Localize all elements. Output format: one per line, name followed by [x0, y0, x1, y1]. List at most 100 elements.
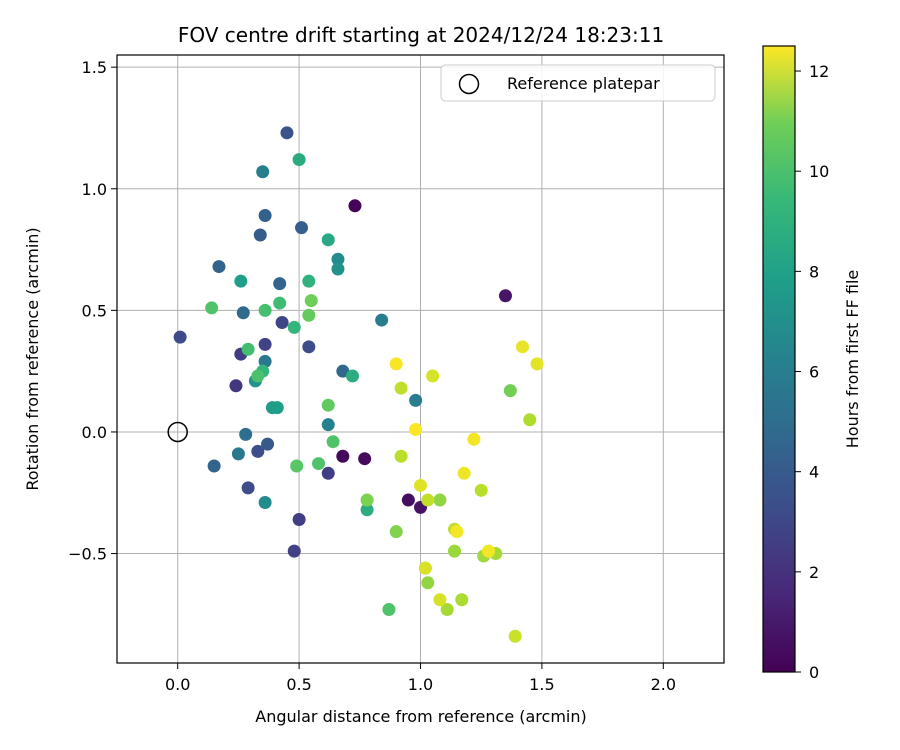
y-tick-label: 1.0 — [82, 180, 107, 199]
data-point — [523, 413, 537, 427]
data-point — [258, 495, 272, 509]
data-point — [258, 209, 272, 223]
data-point — [236, 306, 250, 320]
data-point — [253, 228, 267, 242]
data-point — [508, 629, 522, 643]
x-tick-label: 2.0 — [651, 675, 676, 694]
data-point — [346, 369, 360, 383]
data-point — [290, 459, 304, 473]
data-point — [481, 544, 495, 558]
data-point — [273, 277, 287, 291]
x-tick-label: 0.5 — [286, 675, 311, 694]
data-point — [336, 364, 350, 378]
x-tick-label: 1.5 — [529, 675, 554, 694]
colorbar-tick-label: 10 — [809, 162, 829, 181]
y-axis-ticks: −0.5 0.0 0.5 1.0 1.5 — [68, 58, 117, 564]
data-point — [212, 260, 226, 274]
data-point — [304, 294, 318, 308]
data-point — [251, 369, 265, 383]
data-point — [321, 398, 335, 412]
data-point — [302, 340, 316, 354]
data-point — [251, 444, 265, 458]
data-point — [414, 478, 427, 492]
data-point — [440, 602, 454, 616]
data-point — [273, 296, 287, 310]
data-point — [401, 493, 415, 507]
y-tick-label: 1.5 — [82, 58, 107, 77]
data-point — [321, 466, 335, 480]
data-point — [358, 452, 372, 466]
legend-box — [440, 64, 716, 102]
data-point — [258, 337, 272, 351]
data-point — [331, 262, 345, 276]
data-point — [426, 369, 440, 383]
data-point — [321, 233, 335, 247]
colorbar: 0 2 4 6 8 10 12 Hours from first FF file — [762, 45, 862, 682]
data-point — [375, 313, 389, 327]
colorbar-frame — [762, 45, 796, 673]
data-point — [207, 459, 221, 473]
data-point — [360, 503, 374, 517]
data-point — [261, 437, 275, 451]
data-point — [498, 289, 512, 303]
data-point — [348, 199, 362, 213]
data-point — [275, 316, 289, 330]
data-point — [389, 357, 403, 371]
data-point — [287, 320, 301, 334]
data-points — [173, 126, 544, 643]
data-point — [280, 126, 294, 140]
data-point — [418, 561, 432, 575]
data-point — [331, 252, 345, 266]
data-point — [447, 544, 461, 558]
colorbar-tick-label: 8 — [809, 262, 819, 281]
colorbar-gradient — [763, 46, 795, 672]
data-point — [173, 330, 187, 344]
data-point — [241, 342, 255, 356]
data-point — [256, 165, 270, 179]
data-point — [433, 593, 447, 607]
x-axis-label: Angular distance from reference (arcmin) — [255, 707, 586, 726]
colorbar-tick-label: 0 — [809, 663, 819, 682]
data-point — [270, 401, 284, 415]
data-point — [421, 493, 435, 507]
data-point — [360, 493, 374, 507]
data-point — [474, 483, 488, 497]
data-point — [467, 432, 481, 446]
data-point — [433, 493, 447, 507]
legend-marker — [458, 73, 480, 95]
chart-title: FOV centre drift starting at 2024/12/24 … — [178, 23, 664, 47]
data-point — [229, 379, 243, 393]
data-point — [394, 381, 408, 395]
x-tick-label: 0.0 — [165, 675, 190, 694]
colorbar-tick-label: 6 — [809, 363, 819, 382]
data-point — [450, 525, 464, 539]
reference-marker — [167, 421, 188, 443]
data-point — [258, 354, 272, 368]
data-point — [287, 544, 301, 558]
data-point — [241, 481, 255, 495]
legend: Reference platepar — [440, 64, 716, 102]
data-point — [231, 447, 245, 461]
colorbar-tick-label: 4 — [809, 463, 819, 482]
colorbar-ticks: 0 2 4 6 8 10 12 — [795, 62, 829, 682]
colorbar-label: Hours from first FF file — [843, 270, 862, 449]
data-point — [409, 423, 423, 437]
reference-point — [167, 421, 188, 443]
data-point — [302, 274, 316, 288]
data-point — [321, 418, 335, 432]
data-point — [302, 308, 316, 322]
y-axis-label: Rotation from reference (arcmin) — [23, 227, 42, 490]
y-tick-label: −0.5 — [68, 545, 107, 564]
data-point — [326, 435, 340, 449]
data-point — [295, 221, 309, 235]
data-point — [239, 427, 253, 441]
data-point — [382, 602, 396, 616]
data-point — [503, 384, 517, 398]
data-point — [409, 393, 423, 407]
data-point — [258, 303, 272, 317]
data-point — [421, 576, 435, 590]
data-point — [394, 449, 408, 463]
legend-label: Reference platepar — [507, 74, 660, 93]
data-point — [336, 449, 350, 463]
